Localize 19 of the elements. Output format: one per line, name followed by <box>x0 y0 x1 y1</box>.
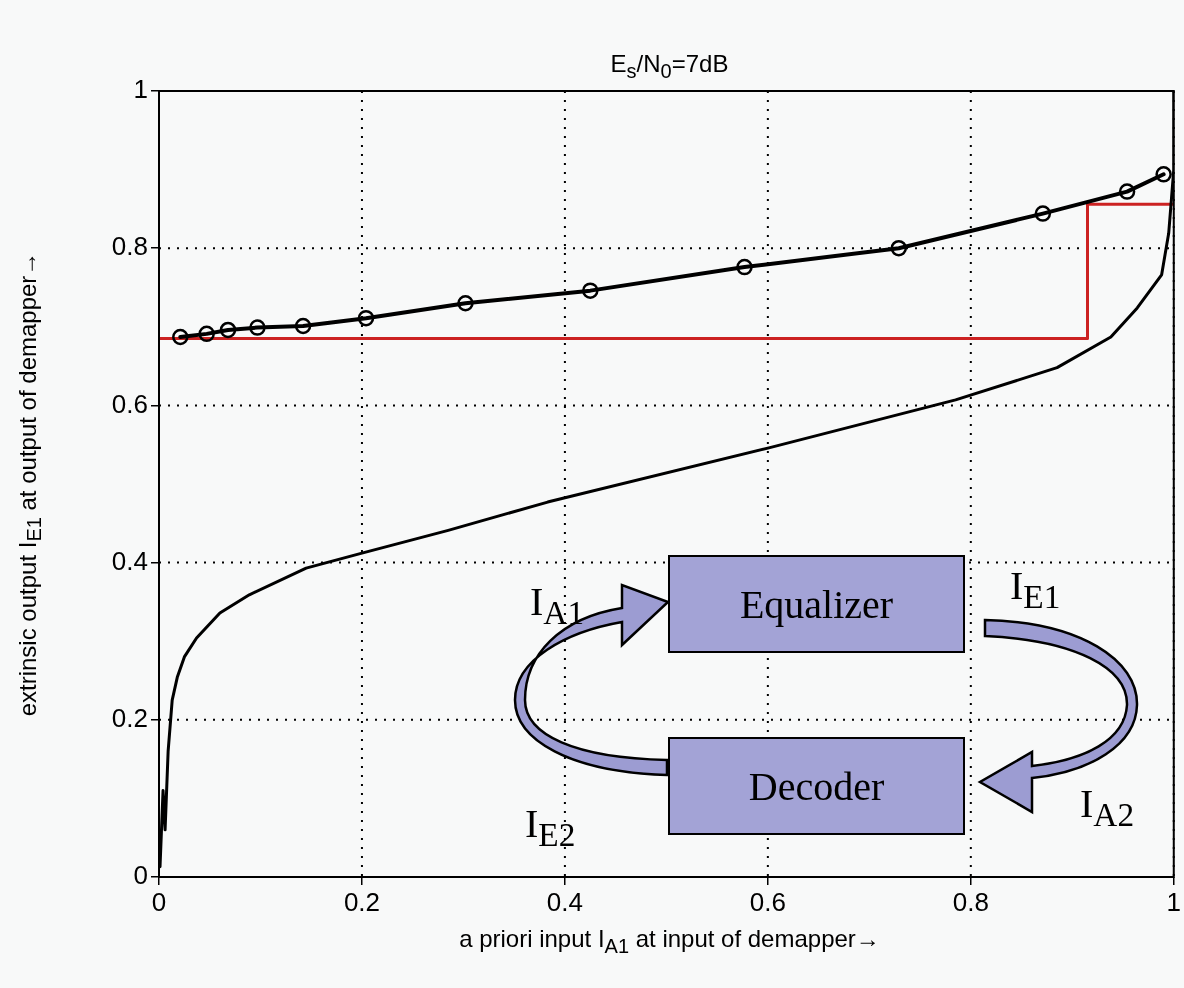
annotation: I$_{A1}$ <box>530 578 585 632</box>
x-tick-label: 0.2 <box>343 886 381 917</box>
chart-title: E$_{s}$/N$_{0}$=7dB <box>610 50 729 83</box>
x-axis-title: a priori input I$_{A1}$ at input of demapper→ <box>459 925 880 958</box>
y-tick-label: 0.2 <box>111 702 148 733</box>
annotation: Decoder <box>748 762 885 810</box>
annotation: I$_{A2}$ <box>1080 780 1135 834</box>
y-tick-label: 1 <box>133 74 148 105</box>
x-tick-label: 0.4 <box>546 886 583 917</box>
x-tick-label: 0.8 <box>952 886 989 917</box>
x-tick-label: 0.6 <box>749 886 786 917</box>
x-tick-label: 1 <box>1166 886 1181 917</box>
annotation: I$_{E2}$ <box>525 800 576 854</box>
y-tick-label: 0.4 <box>111 545 148 576</box>
annotation: I$_{E1}$ <box>1010 562 1061 616</box>
y-tick-label: 0.6 <box>111 388 148 419</box>
annotation: Equalizer <box>739 580 894 628</box>
y-tick-label: 0 <box>133 860 148 891</box>
y-tick-label: 0.8 <box>111 231 148 262</box>
